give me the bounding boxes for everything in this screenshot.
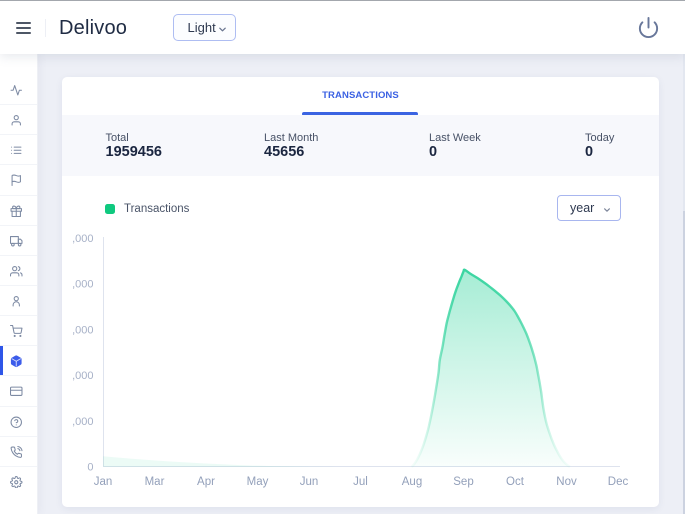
svg-text:Jul: Jul xyxy=(353,476,368,488)
svg-text:Jan: Jan xyxy=(94,476,113,488)
svg-text:,000: ,000 xyxy=(72,325,93,337)
svg-text:,000: ,000 xyxy=(72,233,93,245)
svg-text:,000: ,000 xyxy=(72,416,93,428)
svg-text:0: 0 xyxy=(87,462,93,474)
svg-text:,000: ,000 xyxy=(72,370,93,382)
svg-text:Aug: Aug xyxy=(402,476,422,488)
svg-text:Jun: Jun xyxy=(300,476,319,488)
svg-text:Oct: Oct xyxy=(506,476,525,488)
svg-text:,000: ,000 xyxy=(72,279,93,291)
svg-text:May: May xyxy=(247,476,269,488)
svg-text:Sep: Sep xyxy=(453,476,473,488)
svg-text:Apr: Apr xyxy=(197,476,215,488)
svg-text:Nov: Nov xyxy=(556,476,577,488)
svg-text:Mar: Mar xyxy=(145,476,165,488)
svg-text:Dec: Dec xyxy=(608,476,629,488)
